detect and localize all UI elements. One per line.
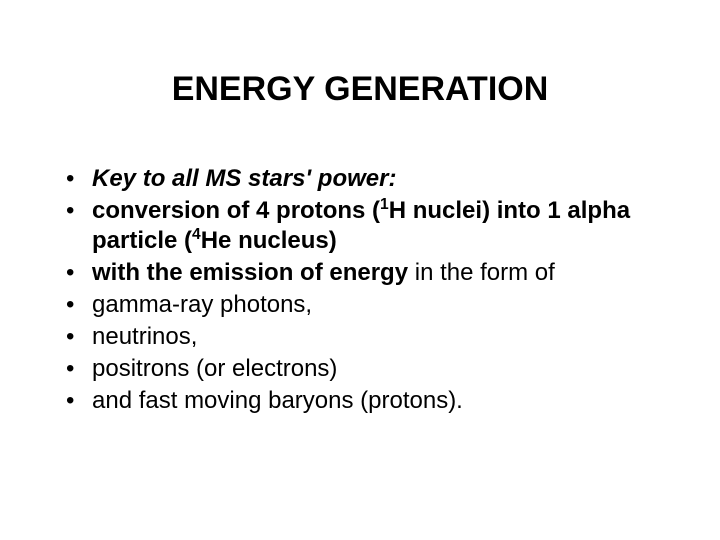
slide-title: ENERGY GENERATION	[60, 70, 660, 109]
bullet-text-span: gamma-ray photons,	[92, 291, 312, 318]
bullet-text-span: positrons (or electrons)	[92, 355, 337, 382]
bullet-text-span: conversion of 4 protons (	[92, 197, 380, 224]
bullet-text-span: Key to all MS stars' power:	[92, 165, 396, 192]
bullet-item: gamma-ray photons,	[60, 290, 660, 320]
bullet-text-span: and fast moving baryons (protons).	[92, 387, 463, 414]
bullet-text-span: neutrinos,	[92, 323, 197, 350]
bullet-text-span: 1	[380, 196, 389, 213]
bullet-item: with the emission of energy in the form …	[60, 258, 660, 288]
bullet-item: conversion of 4 protons (1H nuclei) into…	[60, 196, 660, 256]
bullet-item: Key to all MS stars' power:	[60, 164, 660, 194]
bullet-text-span: with the emission of energy	[92, 259, 408, 286]
bullet-text-span: 4	[192, 226, 201, 243]
bullet-list: Key to all MS stars' power: conversion of…	[60, 164, 660, 416]
bullet-item: and fast moving baryons (protons).	[60, 386, 660, 416]
bullet-item: neutrinos,	[60, 322, 660, 352]
bullet-text-span: He nucleus)	[201, 227, 337, 254]
slide: ENERGY GENERATION Key to all MS stars' p…	[0, 0, 720, 540]
bullet-text-span: in the form of	[408, 259, 555, 286]
bullet-item: positrons (or electrons)	[60, 354, 660, 384]
